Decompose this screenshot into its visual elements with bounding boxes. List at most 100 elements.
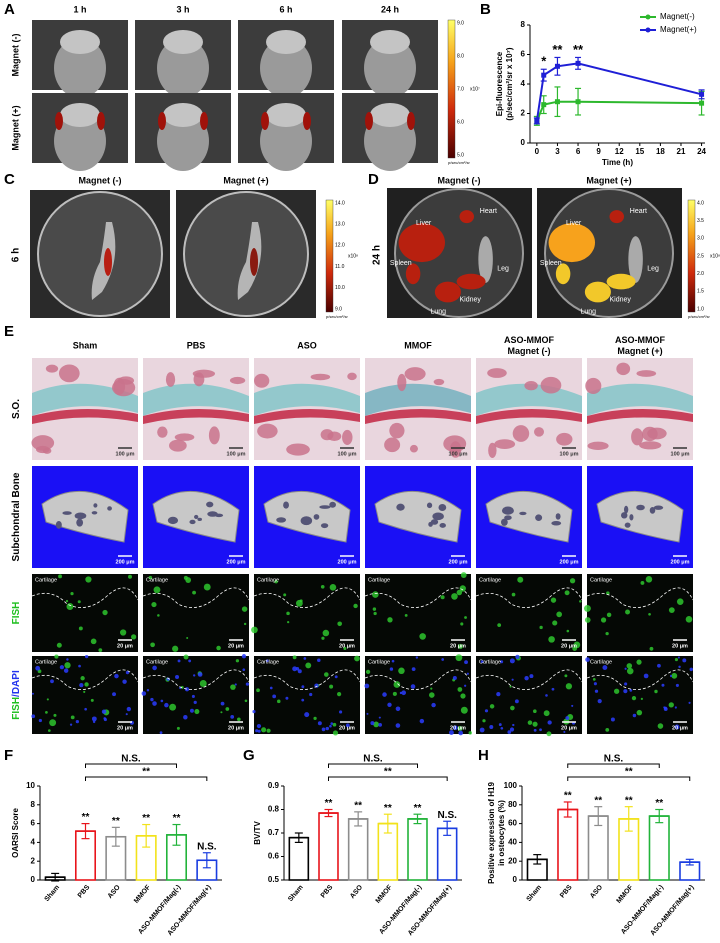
- pore: [76, 518, 84, 527]
- marrow: [556, 432, 573, 446]
- x-tick-label: Sham: [526, 884, 544, 903]
- nucleus: [69, 723, 73, 726]
- cell: [527, 720, 533, 725]
- nucleus: [449, 730, 454, 735]
- pore: [93, 503, 98, 508]
- nucleus: [515, 654, 520, 660]
- cell: [373, 721, 380, 728]
- nucleus: [395, 723, 401, 728]
- cell: [392, 691, 397, 696]
- tissue-label: Cartilage: [35, 659, 57, 665]
- scale-label: 20 μm: [117, 643, 133, 649]
- column-header: PBS: [187, 340, 206, 350]
- nucleus: [255, 729, 259, 733]
- cell: [365, 669, 371, 675]
- cell: [552, 620, 558, 626]
- nucleus: [389, 667, 394, 671]
- nucleus: [190, 708, 194, 713]
- nucleus: [63, 668, 69, 673]
- cell: [286, 611, 290, 616]
- cell: [199, 679, 207, 687]
- organ-label: Liver: [416, 220, 432, 227]
- organ-label: Leg: [497, 265, 509, 272]
- tissue: [587, 383, 693, 416]
- nucleus: [193, 700, 197, 704]
- nucleus: [325, 726, 330, 731]
- nucleus: [31, 692, 35, 695]
- cell: [183, 654, 189, 660]
- pore: [621, 512, 628, 519]
- cell: [398, 667, 405, 675]
- cell: [654, 689, 658, 694]
- nucleus: [66, 658, 69, 661]
- nucleus: [500, 726, 504, 730]
- nucleus: [114, 673, 119, 679]
- nucleus: [345, 723, 350, 728]
- cell: [244, 699, 248, 703]
- cell: [274, 579, 278, 584]
- cell: [649, 646, 654, 651]
- nucleus: [126, 706, 131, 712]
- column-header: 1 h: [73, 4, 86, 14]
- x-tick-label: 21: [677, 147, 686, 156]
- nucleus: [301, 685, 305, 689]
- nucleus: [410, 684, 416, 689]
- nucleus: [571, 704, 574, 707]
- cell: [579, 600, 582, 603]
- boundary: [586, 669, 694, 690]
- cell: [648, 612, 651, 616]
- nucleus: [292, 666, 298, 672]
- dish: [394, 188, 524, 318]
- bracket-label: N.S.: [121, 754, 141, 765]
- cell: [283, 593, 287, 597]
- cell: [203, 583, 211, 591]
- nucleus: [125, 713, 128, 716]
- marrow: [616, 362, 631, 376]
- scale-label: 20 μm: [339, 725, 355, 731]
- cell: [372, 607, 377, 611]
- nucleus: [511, 678, 514, 681]
- nucleus: [507, 730, 512, 734]
- nucleus: [514, 699, 519, 704]
- pore: [74, 512, 87, 520]
- nucleus: [265, 659, 269, 663]
- cell: [354, 655, 360, 662]
- organ: [405, 263, 421, 285]
- scale-label: 20 μm: [450, 725, 466, 731]
- cell: [668, 607, 675, 614]
- colorbar: [687, 199, 696, 313]
- cell: [430, 687, 433, 690]
- nucleus: [317, 721, 322, 726]
- cell: [119, 629, 127, 636]
- x-tick-label: ASO: [589, 884, 604, 901]
- nucleus: [303, 657, 307, 660]
- panel-letter: D: [368, 171, 379, 188]
- cell: [613, 688, 620, 694]
- nucleus: [632, 713, 637, 718]
- colorbar-label: 14.0: [335, 200, 345, 206]
- cell: [90, 638, 97, 645]
- cell: [313, 716, 317, 721]
- bone: [374, 491, 462, 543]
- tissue: [143, 408, 249, 424]
- nucleus: [78, 664, 81, 668]
- marrow: [169, 439, 187, 452]
- tissue-label: Cartilage: [257, 577, 279, 583]
- leg: [237, 222, 262, 300]
- cell: [220, 711, 223, 714]
- nucleus: [364, 683, 370, 689]
- cell: [353, 603, 358, 609]
- nucleus: [84, 707, 87, 711]
- colorbar: [325, 199, 334, 313]
- tissue: [254, 408, 360, 424]
- scale-label: 20 μm: [561, 725, 577, 731]
- nucleus: [188, 659, 192, 663]
- tissue-label: Cartilage: [368, 577, 390, 583]
- y-tick-label: 0: [31, 875, 36, 884]
- organ: [606, 273, 636, 290]
- row-label: Magnet (+): [10, 105, 20, 150]
- x-tick-label: 18: [656, 147, 665, 156]
- cell: [457, 643, 463, 649]
- scale-label: 200 μm: [116, 559, 135, 565]
- cell: [225, 707, 230, 711]
